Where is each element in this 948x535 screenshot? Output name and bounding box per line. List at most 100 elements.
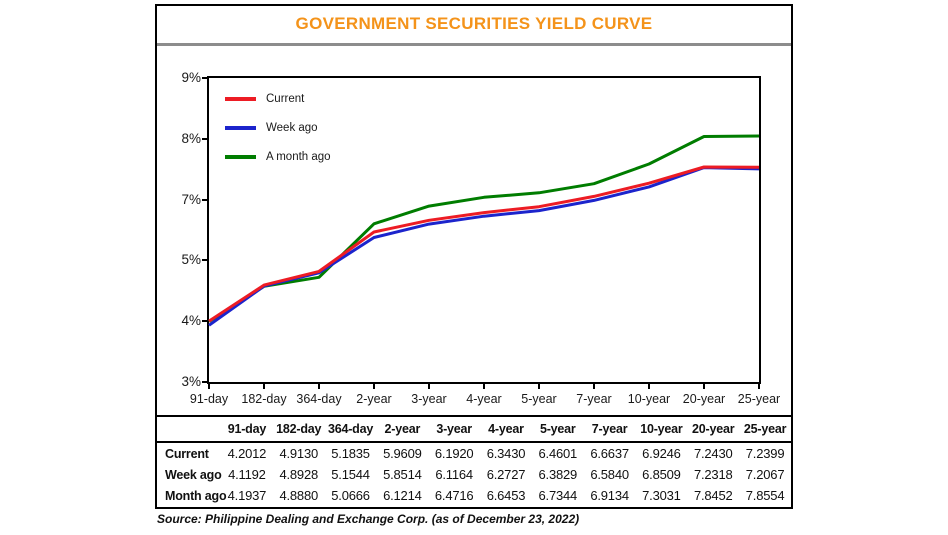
yield-value: 6.4716 (434, 488, 474, 503)
yield-value: 6.7344 (538, 488, 578, 503)
yield-value: 4.8880 (279, 488, 318, 503)
yield-value: 7.2430 (693, 446, 733, 461)
x-tick-mark (483, 384, 485, 389)
x-tick-label: 7-year (576, 392, 612, 406)
yield-value: 6.8509 (642, 467, 681, 482)
table-row-week-ago: Week ago 4.1192 4.8928 5.1544 5.8514 6.1164 6.… (157, 464, 791, 485)
table-header-row: 91-day 182-day 364-day 2-year 3-year 4-year 5-… (157, 417, 791, 443)
x-tick-mark (428, 384, 430, 389)
legend-label: Week ago (266, 121, 318, 134)
x-tick-label: 182-day (241, 392, 287, 406)
yield-value: 6.3430 (486, 446, 526, 461)
legend-item-a-month-ago: A month ago (225, 142, 331, 171)
yield-value: 4.2012 (227, 446, 267, 461)
yield-value: 4.8928 (279, 467, 318, 482)
curve-current (208, 165, 760, 323)
col-header-4-year: 4-year (480, 417, 532, 443)
x-tick-mark (373, 384, 375, 389)
x-tick-mark (648, 384, 650, 389)
legend-swatch-week-ago (225, 125, 256, 130)
chart-legend: Current Week ago A month ago (225, 84, 331, 171)
col-header-7-year: 7-year (583, 417, 636, 443)
yield-value: 5.9609 (383, 446, 422, 461)
col-header-10-year: 10-year (635, 417, 688, 443)
x-tick-label: 2-year (356, 392, 392, 406)
x-tick-mark (263, 384, 265, 389)
y-tick-mark (202, 381, 207, 383)
x-tick-mark (318, 384, 320, 389)
legend-swatch-a-month-ago (225, 154, 256, 159)
col-header-364-day: 364-day (324, 417, 377, 443)
yield-value: 7.8554 (745, 488, 785, 503)
y-tick-label: 5% (181, 252, 201, 268)
y-tick-mark (202, 320, 207, 323)
col-header-2-year: 2-year (376, 417, 429, 443)
legend-item-week-ago: Week ago (225, 113, 331, 142)
table-row-current: Current 4.2012 4.9130 5.1835 5.9609 6.1920 6.3… (157, 442, 791, 464)
col-header-5-year: 5-year (531, 417, 584, 443)
chart-title: GOVERNMENT SECURITIES YIELD CURVE (295, 14, 653, 33)
plot-box: Current Week ago A month ago (207, 76, 761, 384)
y-tick-mark (202, 77, 207, 79)
yield-value: 6.6453 (486, 488, 526, 503)
yield-value: 7.3031 (642, 488, 681, 503)
yield-value: 6.1214 (383, 488, 422, 503)
x-tick-label: 20-year (682, 392, 726, 406)
data-table-area: 91-day 182-day 364-day 2-year 3-year 4-year 5-… (157, 415, 791, 506)
col-header-3-year: 3-year (428, 417, 481, 443)
yield-value: 6.6637 (590, 446, 629, 461)
curve-a-month-ago (208, 134, 760, 323)
yield-value: 6.9246 (642, 446, 681, 461)
y-tick-label: 8% (181, 130, 201, 146)
col-header-182-day: 182-day (272, 417, 325, 443)
y-tick-mark (202, 259, 207, 262)
x-tick-label: 364-day (296, 392, 342, 406)
row-label: Week ago (165, 467, 222, 482)
source-note: Source: Philippine Dealing and Exchange … (157, 512, 580, 526)
y-tick-label: 9% (181, 70, 201, 85)
yield-value: 6.4601 (538, 446, 578, 461)
x-tick-label: 3-year (411, 392, 447, 406)
col-header-91-day: 91-day (221, 417, 273, 443)
legend-label: Current (266, 92, 305, 105)
col-header-empty (157, 417, 221, 443)
x-tick-mark (538, 384, 540, 389)
title-divider (157, 43, 791, 46)
yield-curves-svg (208, 134, 760, 327)
y-tick-mark (202, 137, 207, 140)
yield-value: 5.8514 (383, 467, 422, 482)
yield-value: 7.8452 (693, 488, 733, 503)
yield-value: 5.0666 (331, 488, 370, 503)
x-tick-label: 25-year (737, 392, 781, 406)
legend-label: A month ago (266, 150, 331, 163)
yield-value: 5.1544 (331, 467, 370, 482)
row-label: Current (165, 446, 209, 461)
x-tick-label: 91-day (189, 392, 229, 406)
row-label: Month ago (165, 488, 227, 503)
yield-value: 6.3829 (538, 467, 578, 482)
yield-value: 6.5840 (590, 467, 629, 482)
y-tick-label: 4% (181, 313, 201, 329)
x-tick-label: 4-year (466, 392, 502, 406)
x-tick-mark (758, 384, 760, 389)
yield-value: 7.2067 (745, 467, 785, 482)
curve-week-ago (208, 166, 760, 327)
y-tick-mark (202, 198, 207, 201)
yield-value: 6.1164 (435, 467, 473, 482)
yield-value: 7.2399 (745, 446, 785, 461)
x-tick-mark (208, 384, 210, 389)
col-header-25-year: 25-year (739, 417, 791, 443)
x-tick-mark (703, 384, 705, 389)
y-tick-label: 7% (181, 191, 201, 207)
chart-frame: GOVERNMENT SECURITIES YIELD CURVE 9% 8% 7%… (155, 4, 793, 509)
yield-value: 5.1835 (331, 446, 370, 461)
legend-swatch-current (225, 96, 256, 101)
yield-table: 91-day 182-day 364-day 2-year 3-year 4-year 5-… (157, 417, 791, 506)
yield-value: 7.2318 (693, 467, 733, 482)
x-tick-mark (593, 384, 595, 389)
yield-value: 6.9134 (590, 488, 629, 503)
yield-value: 6.1920 (434, 446, 474, 461)
legend-item-current: Current (225, 84, 331, 113)
table-row-month-ago: Month ago 4.1937 4.8880 5.0666 6.1214 6.4716 6… (157, 485, 791, 506)
